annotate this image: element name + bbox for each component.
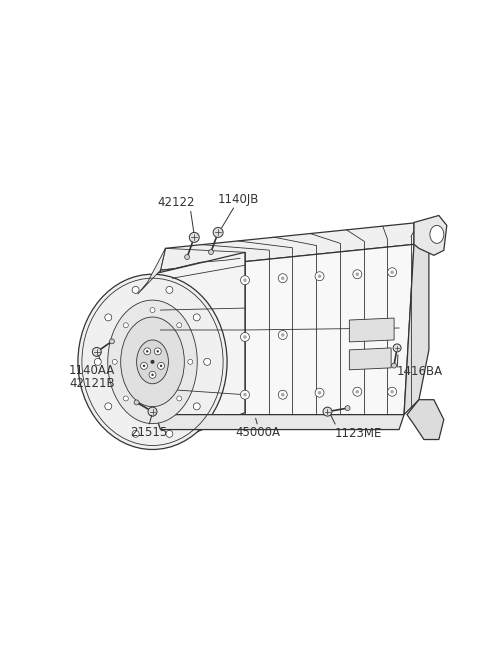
- Circle shape: [204, 358, 211, 365]
- Circle shape: [95, 358, 101, 365]
- Circle shape: [160, 365, 162, 367]
- Circle shape: [151, 373, 154, 376]
- Circle shape: [243, 278, 247, 282]
- Circle shape: [166, 286, 173, 293]
- Circle shape: [148, 407, 157, 416]
- Circle shape: [390, 390, 394, 394]
- Text: 1140AA: 1140AA: [69, 364, 115, 377]
- Polygon shape: [153, 252, 245, 449]
- Circle shape: [123, 396, 128, 401]
- Circle shape: [132, 430, 139, 438]
- Circle shape: [388, 268, 396, 276]
- Circle shape: [281, 333, 285, 337]
- Polygon shape: [349, 348, 391, 370]
- Circle shape: [281, 393, 285, 396]
- Circle shape: [143, 365, 145, 367]
- Ellipse shape: [430, 225, 444, 244]
- Circle shape: [151, 360, 155, 364]
- Circle shape: [166, 430, 173, 438]
- Circle shape: [157, 362, 165, 369]
- Circle shape: [146, 350, 148, 352]
- Circle shape: [353, 270, 362, 279]
- Circle shape: [315, 388, 324, 397]
- Circle shape: [240, 333, 250, 341]
- Circle shape: [323, 407, 332, 416]
- Ellipse shape: [120, 317, 184, 407]
- Circle shape: [278, 331, 287, 339]
- Polygon shape: [160, 223, 419, 271]
- Circle shape: [193, 314, 200, 321]
- Circle shape: [177, 323, 182, 328]
- Circle shape: [154, 348, 161, 355]
- Circle shape: [240, 276, 250, 285]
- Circle shape: [390, 271, 394, 274]
- Circle shape: [189, 233, 199, 242]
- Circle shape: [278, 274, 287, 283]
- Circle shape: [388, 387, 396, 396]
- Circle shape: [243, 393, 247, 396]
- Circle shape: [353, 387, 362, 396]
- Circle shape: [123, 323, 128, 328]
- Circle shape: [105, 314, 112, 321]
- Circle shape: [141, 362, 147, 369]
- Polygon shape: [138, 248, 166, 294]
- Text: 42122: 42122: [158, 195, 195, 208]
- Ellipse shape: [108, 300, 197, 424]
- Text: 1416BA: 1416BA: [397, 365, 443, 378]
- Circle shape: [213, 227, 223, 237]
- Circle shape: [356, 390, 359, 394]
- Text: 45000A: 45000A: [235, 426, 280, 439]
- Circle shape: [112, 360, 117, 364]
- Polygon shape: [414, 215, 447, 255]
- Circle shape: [105, 403, 112, 410]
- Circle shape: [278, 390, 287, 399]
- Circle shape: [149, 371, 156, 379]
- Circle shape: [315, 272, 324, 281]
- Text: 42121B: 42121B: [69, 377, 115, 390]
- Circle shape: [150, 411, 155, 416]
- Ellipse shape: [137, 340, 168, 384]
- Circle shape: [356, 272, 359, 276]
- Polygon shape: [407, 400, 444, 440]
- Polygon shape: [156, 244, 414, 415]
- Circle shape: [150, 308, 155, 312]
- Circle shape: [240, 390, 250, 399]
- Circle shape: [177, 396, 182, 401]
- Circle shape: [185, 255, 190, 259]
- Circle shape: [345, 405, 350, 411]
- Circle shape: [393, 344, 401, 352]
- Polygon shape: [349, 318, 394, 342]
- Circle shape: [92, 347, 101, 356]
- Circle shape: [281, 276, 285, 280]
- Text: 21515: 21515: [130, 426, 167, 439]
- Text: 1123ME: 1123ME: [335, 426, 382, 440]
- Circle shape: [109, 339, 114, 344]
- Text: 1140JB: 1140JB: [218, 193, 260, 206]
- Circle shape: [188, 360, 193, 364]
- Ellipse shape: [78, 274, 227, 449]
- Circle shape: [134, 400, 139, 405]
- Circle shape: [132, 286, 139, 293]
- Circle shape: [193, 403, 200, 410]
- Polygon shape: [404, 223, 429, 415]
- Circle shape: [243, 335, 247, 339]
- Circle shape: [156, 350, 159, 352]
- Circle shape: [208, 250, 214, 255]
- Polygon shape: [156, 415, 404, 430]
- Circle shape: [318, 274, 321, 278]
- Circle shape: [318, 391, 321, 394]
- Circle shape: [392, 363, 396, 368]
- Circle shape: [144, 348, 151, 355]
